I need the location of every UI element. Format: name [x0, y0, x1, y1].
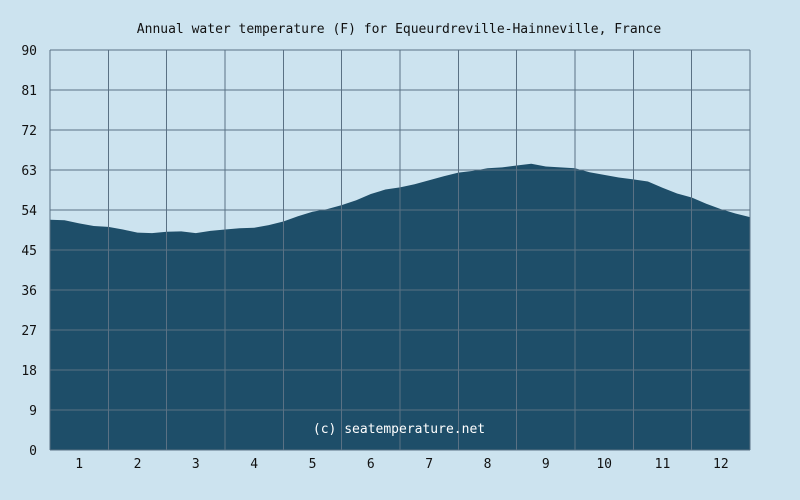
y-tick-label: 9: [29, 404, 37, 419]
y-tick-label: 18: [21, 364, 37, 379]
watermark-text: (c) seatemperature.net: [313, 422, 485, 437]
x-tick-label: 5: [309, 457, 317, 472]
x-tick-label: 4: [250, 457, 258, 472]
x-tick-label: 6: [367, 457, 375, 472]
x-tick-label: 7: [425, 457, 433, 472]
x-tick-label: 1: [75, 457, 83, 472]
y-tick-label: 90: [21, 44, 37, 59]
x-tick-label: 10: [596, 457, 612, 472]
x-tick-label: 11: [655, 457, 671, 472]
y-tick-label: 54: [21, 204, 37, 219]
x-tick-label: 2: [134, 457, 142, 472]
y-tick-label: 27: [21, 324, 37, 339]
x-tick-label: 12: [713, 457, 729, 472]
x-tick-label: 9: [542, 457, 550, 472]
chart-title: Annual water temperature (F) for Equeurd…: [137, 22, 662, 37]
y-tick-label: 45: [21, 244, 37, 259]
y-tick-label: 0: [29, 444, 37, 459]
x-tick-label: 8: [484, 457, 492, 472]
y-tick-label: 63: [21, 164, 37, 179]
y-tick-label: 36: [21, 284, 37, 299]
y-tick-label: 81: [21, 84, 37, 99]
x-tick-label: 3: [192, 457, 200, 472]
y-tick-label: 72: [21, 124, 37, 139]
